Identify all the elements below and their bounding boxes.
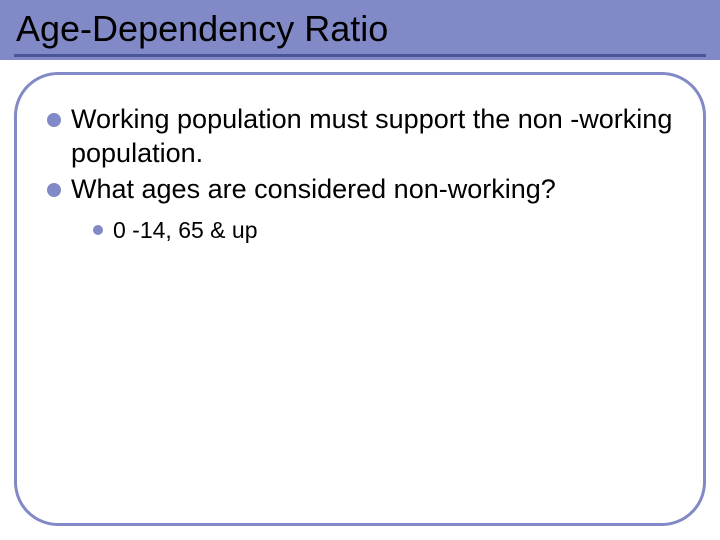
list-item: What ages are considered non-working? 0 …: [45, 173, 675, 247]
content-box: Working population must support the non …: [14, 72, 706, 526]
list-item: Working population must support the non …: [45, 103, 675, 171]
title-underline: [14, 54, 706, 57]
bullet-text: Working population must support the non …: [71, 104, 672, 168]
slide-title: Age-Dependency Ratio: [16, 8, 388, 50]
bullet-list-level1: Working population must support the non …: [45, 103, 675, 246]
bullet-text: What ages are considered non-working?: [71, 174, 556, 204]
list-item: 0 -14, 65 & up: [91, 216, 675, 246]
bullet-list-level2: 0 -14, 65 & up: [91, 216, 675, 246]
bullet-text: 0 -14, 65 & up: [113, 217, 258, 243]
